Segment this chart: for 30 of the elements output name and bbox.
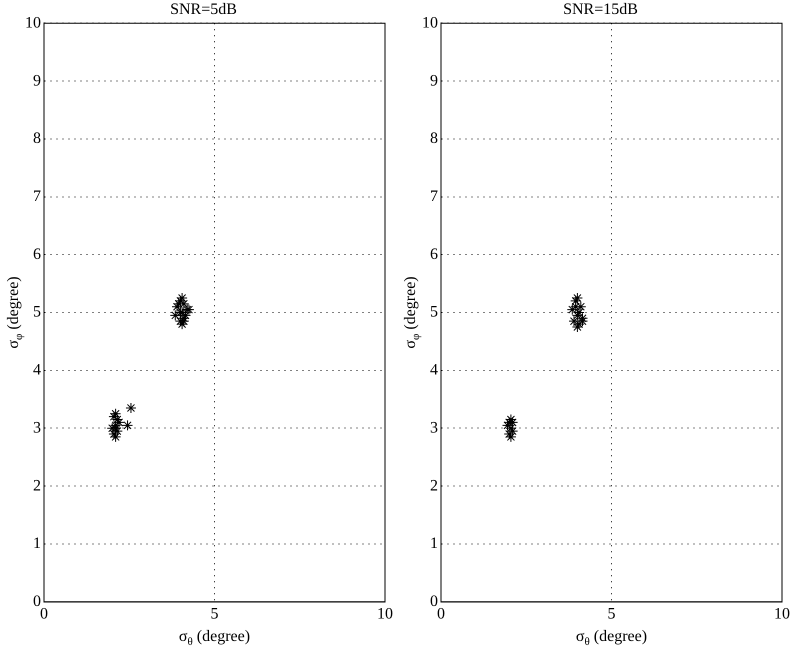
y-tick-label: 9 <box>430 72 438 90</box>
y-tick-label: 6 <box>430 246 438 263</box>
y-tick-label: 1 <box>33 535 41 552</box>
y-tick-label: 3 <box>430 419 438 436</box>
chart-title: SNR=15dB <box>563 0 638 18</box>
y-tick-label: 5 <box>33 304 41 321</box>
y-tick-label: 2 <box>430 477 438 494</box>
x-tick-label: 10 <box>774 606 790 623</box>
y-tick-label: 5 <box>430 304 438 321</box>
x-tick-label: 10 <box>377 606 393 623</box>
y-tick-label: 7 <box>430 188 438 205</box>
y-tick-label: 7 <box>33 188 41 205</box>
y-tick-label: 10 <box>422 14 438 32</box>
y-tick-label: 2 <box>33 477 41 494</box>
y-tick-label: 0 <box>430 593 438 610</box>
y-tick-label: 8 <box>430 130 438 148</box>
chart-title: SNR=5dB <box>170 0 237 18</box>
y-axis-title: σφ (degree) <box>402 276 422 349</box>
x-tick-label: 5 <box>608 606 616 623</box>
y-axis-title: σφ (degree) <box>5 276 25 349</box>
x-tick-label: 5 <box>210 606 218 623</box>
y-tick-label: 6 <box>33 246 41 263</box>
y-tick-label: 4 <box>430 362 438 379</box>
y-tick-label: 1 <box>430 535 438 552</box>
y-tick-label: 10 <box>25 14 41 32</box>
y-tick-label: 9 <box>33 72 41 90</box>
y-tick-label: 0 <box>33 593 41 610</box>
y-tick-label: 8 <box>33 130 41 148</box>
y-tick-label: 4 <box>33 362 41 379</box>
y-tick-label: 3 <box>33 419 41 436</box>
